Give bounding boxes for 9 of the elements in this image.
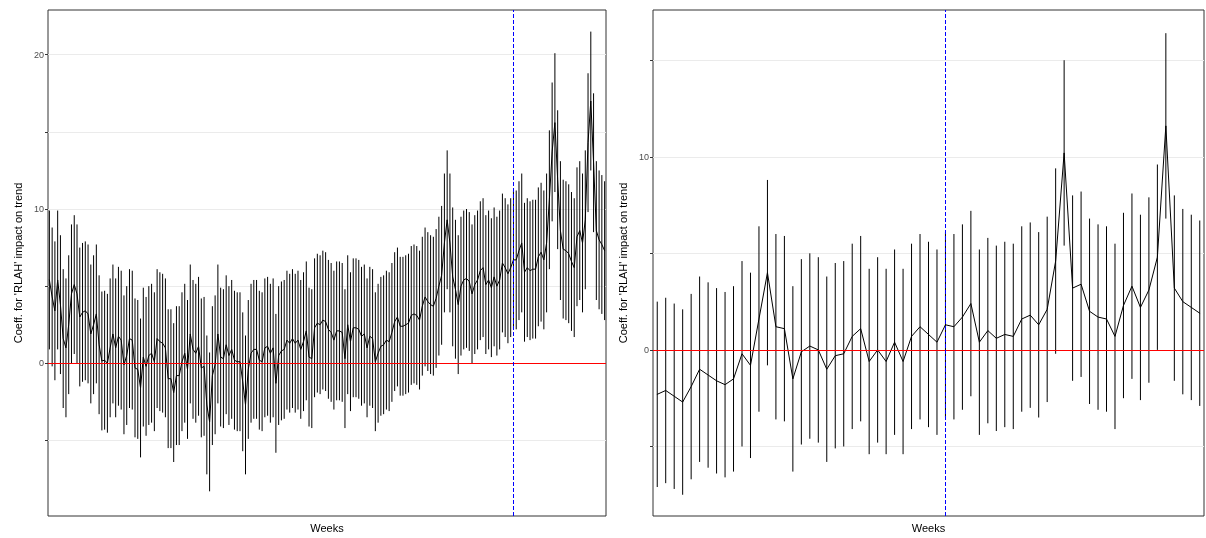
y-tick-label: 10 xyxy=(33,204,44,215)
y-tick-label: 0 xyxy=(38,358,44,369)
y-axis-title: Coeff. for 'RLAH' impact on trend xyxy=(616,182,629,344)
y-tick-label: 0 xyxy=(643,344,649,355)
y-tick-label: 20 xyxy=(33,49,44,60)
x-axis-title: Weeks xyxy=(310,521,345,534)
y-tick-label: 10 xyxy=(638,151,649,162)
x-axis-title: Weeks xyxy=(911,521,946,534)
y-axis-title: Coeff. for 'RLAH' impact on trend xyxy=(11,182,24,344)
